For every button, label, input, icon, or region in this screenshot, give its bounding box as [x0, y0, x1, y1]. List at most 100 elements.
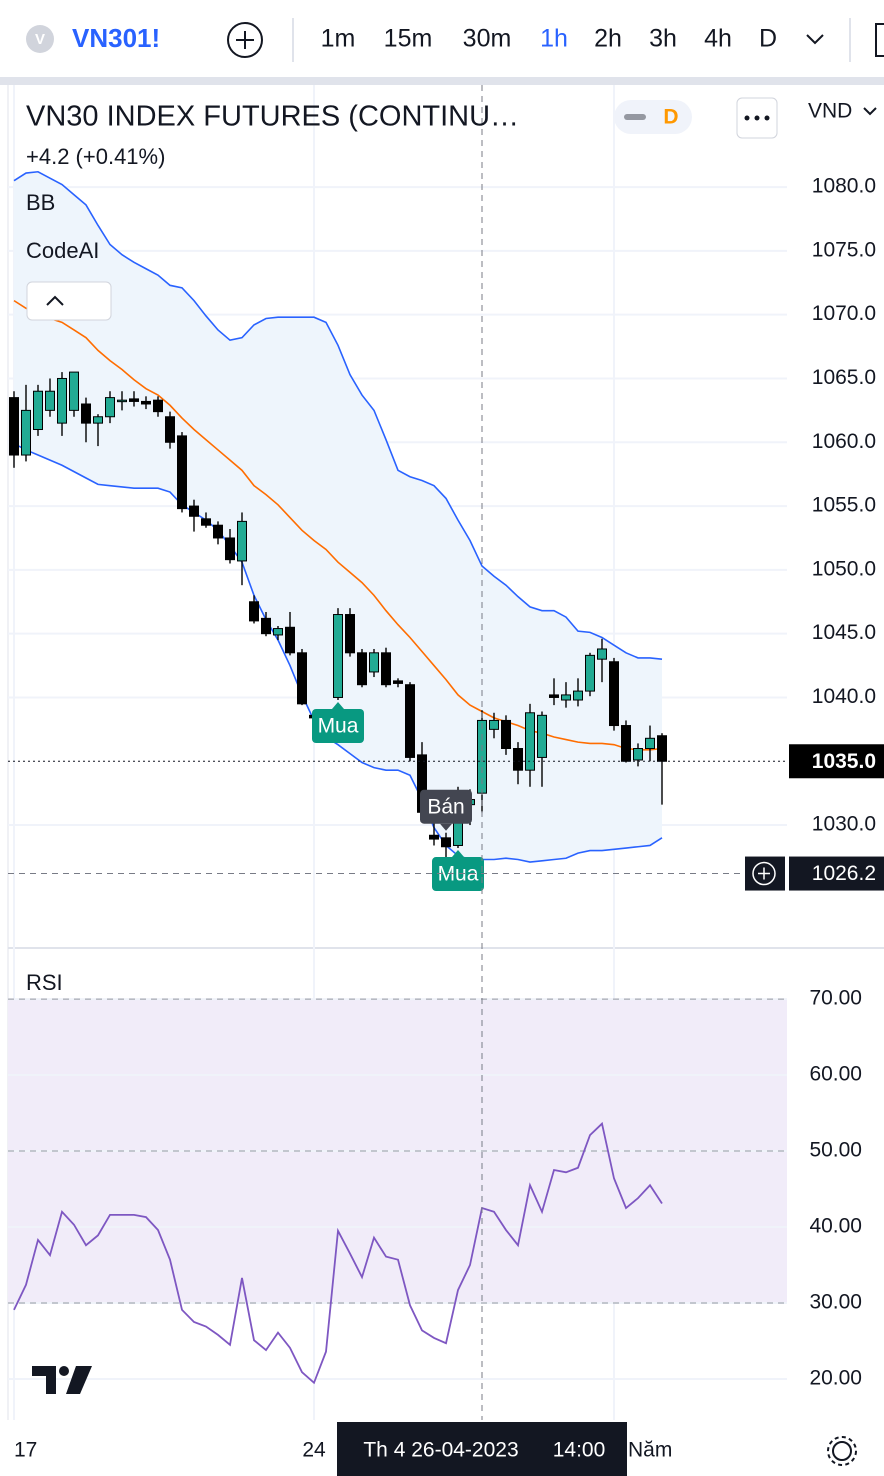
candle-body [57, 377, 67, 424]
chart-title: VN30 INDEX FUTURES (CONTINU… [26, 101, 519, 133]
candle-body [177, 435, 187, 510]
candle-body [549, 694, 559, 698]
y-tick-label: 1060.0 [812, 430, 876, 453]
bollinger-band [13, 170, 663, 660]
more-button[interactable] [736, 97, 778, 139]
candle-body [657, 735, 667, 762]
candle-body [237, 520, 247, 562]
candle-body [213, 524, 223, 539]
signal-box [432, 857, 484, 892]
more-timeframes[interactable] [806, 34, 824, 45]
candle-body [501, 719, 511, 750]
candle-body [333, 614, 343, 698]
y-tick-label: 1045.0 [812, 621, 876, 644]
y-tick-label: 50.00 [809, 1139, 862, 1162]
signal-pointer [440, 823, 452, 831]
signal-box [420, 789, 472, 824]
candle-body [633, 748, 643, 761]
candle-body [429, 834, 439, 840]
symbol[interactable]: VN301! [72, 23, 160, 53]
candle-body [609, 661, 619, 727]
header-separator [0, 77, 884, 85]
signal-pointer [332, 702, 344, 710]
signal-box [312, 709, 364, 744]
timeframe[interactable]: 15m [384, 25, 433, 53]
last-price-label: 1035.0 [812, 750, 876, 773]
market-status[interactable] [614, 100, 692, 134]
candle-body [129, 398, 139, 402]
y-tick-label: 1030.0 [812, 813, 876, 836]
candle-body [165, 416, 175, 443]
pane-title: RSI [26, 970, 63, 995]
candle-body [513, 748, 523, 771]
plot: Mua Bán Mua [8, 85, 787, 1420]
candle-body [537, 714, 547, 758]
candle-body [117, 399, 127, 403]
signal-label: Mua [432, 850, 484, 892]
indicator-label[interactable]: CodeAI [26, 238, 99, 263]
x-tick-label: 24 [302, 1439, 326, 1462]
timeframes: 1m 15m 30m 1h 2h 3h 4h D [321, 25, 777, 53]
currency-menu[interactable] [863, 107, 877, 116]
timeframe[interactable]: 1h [540, 25, 568, 53]
y-tick-label: 70.00 [809, 987, 862, 1010]
timeframe[interactable]: 4h [704, 25, 732, 53]
x-tick-label: 17 [14, 1439, 37, 1462]
compare-button[interactable] [227, 22, 263, 58]
timeframe[interactable]: 1m [321, 25, 356, 53]
candle-body [261, 617, 271, 635]
candle-body [249, 601, 259, 622]
x-tick-label: Năm [628, 1439, 672, 1462]
candle-body [345, 614, 355, 654]
candle-body [9, 397, 19, 456]
signal-pointer [452, 850, 464, 858]
signal-text: Bán [427, 795, 464, 818]
crosshair-price: 1026.2 [812, 862, 876, 885]
crosshair-time-box [337, 1422, 627, 1476]
currency-box [800, 90, 884, 132]
bollinger-basis [13, 299, 663, 751]
layout-button[interactable] [875, 23, 884, 57]
y-tick-label: 1050.0 [812, 557, 876, 580]
candle-body [45, 390, 55, 411]
signal-text: Mua [438, 863, 479, 886]
collapse-legend[interactable] [26, 281, 112, 321]
crosshair-price-box [789, 856, 884, 891]
settings-button[interactable] [827, 1436, 857, 1466]
candle-body [369, 652, 379, 673]
band-fill [14, 171, 662, 863]
bollinger-band [13, 442, 663, 863]
indicator-label[interactable]: BB [26, 190, 55, 215]
candle-body [273, 628, 283, 636]
candle-body [597, 648, 607, 660]
signal-label: Mua [312, 702, 364, 744]
y-tick-label: 40.00 [809, 1215, 862, 1238]
y-tick-label: 1080.0 [812, 175, 876, 198]
y-tick-label: 1055.0 [812, 494, 876, 517]
candle-body [441, 837, 451, 848]
timeframe[interactable]: D [759, 25, 777, 53]
candle-body [81, 403, 91, 424]
timeframe[interactable]: 30m [463, 25, 512, 53]
signal-text: Mua [318, 715, 359, 738]
candle-body [201, 518, 211, 526]
y-tick-label: 30.00 [809, 1291, 862, 1314]
symbol-logo [26, 25, 54, 53]
candle-body [93, 416, 103, 424]
add-alert-button[interactable] [745, 856, 785, 891]
timeframe[interactable]: 2h [594, 25, 622, 53]
candle-body [357, 652, 367, 686]
y-tick-label: 1040.0 [812, 685, 876, 708]
y-tick-label: 1075.0 [812, 238, 876, 261]
add-alert-plus [758, 867, 770, 880]
candle-body [525, 712, 535, 771]
currency[interactable]: VND [808, 100, 852, 123]
rsi-line [13, 1121, 663, 1385]
candle-body [621, 725, 631, 762]
timeframe[interactable]: 3h [649, 25, 677, 53]
tradingview-logo [32, 1366, 92, 1394]
candle-body [381, 652, 391, 686]
